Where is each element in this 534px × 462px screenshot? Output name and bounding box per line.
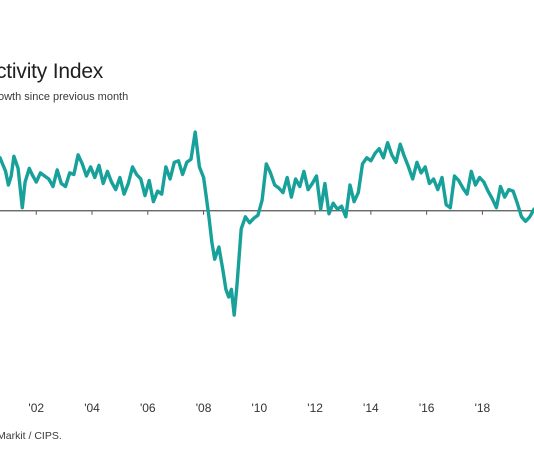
- x-tick-label: '10: [252, 401, 268, 415]
- series-line-0: [0, 130, 534, 317]
- x-tick-label: '16: [419, 401, 435, 415]
- x-tick-label: '12: [307, 401, 323, 415]
- source-note: Markit / CIPS.: [0, 430, 62, 442]
- series-layer: [0, 130, 534, 317]
- x-tick-label: '02: [28, 401, 44, 415]
- chart-title: ctivity Index: [0, 60, 104, 83]
- x-tick-label: '08: [196, 401, 212, 415]
- chart-subtitle: owth since previous month: [0, 91, 129, 103]
- x-tick-label: '14: [363, 401, 379, 415]
- x-tick-label: '18: [475, 401, 491, 415]
- x-tick-label: '04: [84, 401, 100, 415]
- x-tick-label: '06: [140, 401, 156, 415]
- axis-layer: '02 '04 '06 '08 '10 '12 '14 '16 '18: [0, 210, 534, 415]
